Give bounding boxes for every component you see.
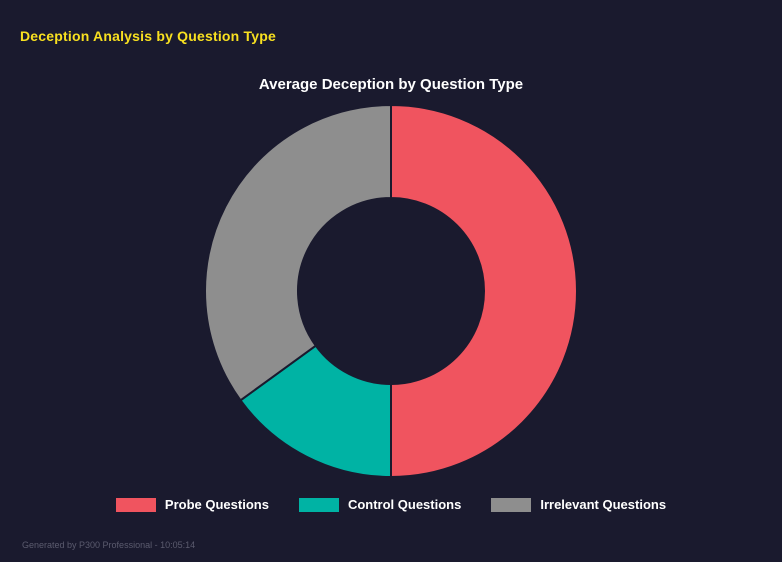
page-title: Deception Analysis by Question Type	[20, 28, 276, 44]
donut-chart	[204, 103, 578, 479]
legend-label: Control Questions	[347, 497, 462, 512]
legend-item-probe[interactable]: Probe Questions	[115, 497, 269, 512]
legend-item-control[interactable]: Control Questions	[298, 497, 462, 512]
legend-item-irrelevant[interactable]: Irrelevant Questions	[491, 497, 666, 512]
chart-legend: Probe Questions Control Questions Irrele…	[115, 497, 666, 512]
chart-title: Average Deception by Question Type	[258, 76, 524, 93]
chart-container: Average Deception by Question Type Probe…	[0, 76, 782, 512]
legend-swatch	[115, 497, 156, 512]
legend-swatch	[491, 497, 532, 512]
donut-segment-2[interactable]	[204, 103, 392, 402]
donut-segment-1[interactable]	[239, 344, 392, 479]
legend-label: Probe Questions	[164, 497, 269, 512]
footer-status-text: Generated by P300 Professional - 10:05:1…	[22, 540, 196, 550]
legend-label: Irrelevant Questions	[540, 497, 667, 512]
donut-segment-0[interactable]	[390, 103, 578, 479]
legend-swatch	[298, 497, 339, 512]
